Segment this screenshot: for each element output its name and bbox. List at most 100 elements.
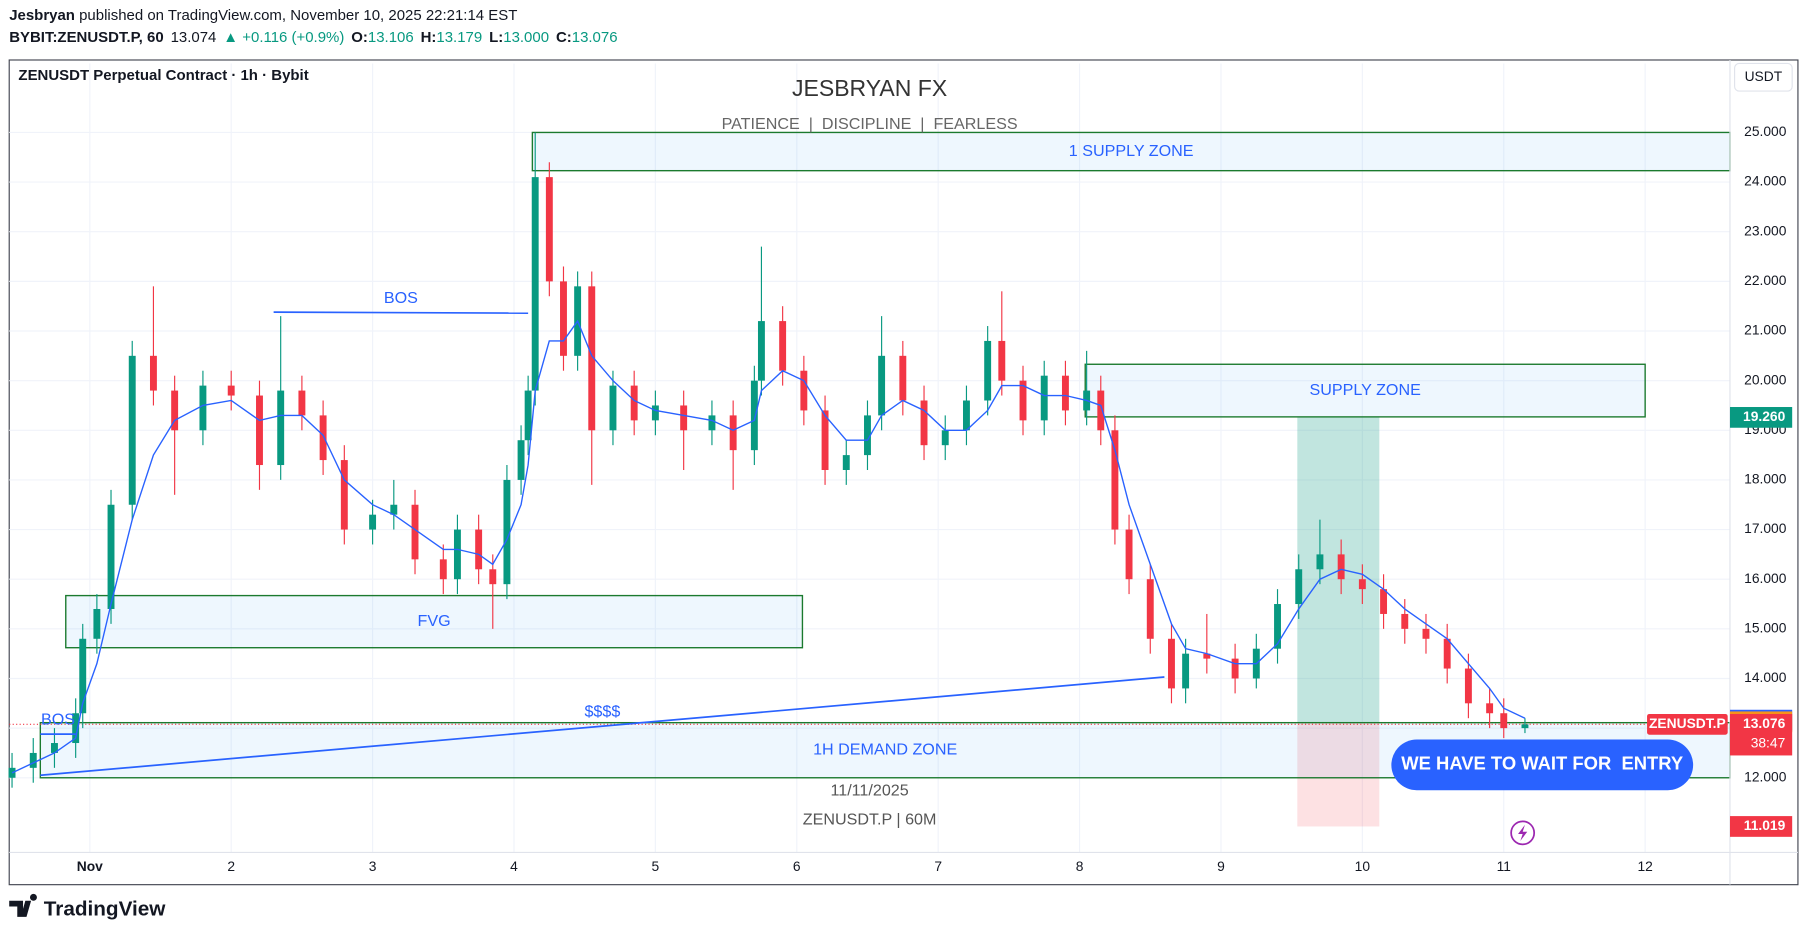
candle-body bbox=[489, 569, 497, 585]
candle-body bbox=[651, 405, 659, 421]
ohlc-value: 13.076 bbox=[572, 29, 618, 46]
ohlc-key: O: bbox=[351, 29, 368, 46]
candle-body bbox=[545, 177, 553, 282]
x-tick-label: 3 bbox=[369, 858, 377, 874]
candle-body bbox=[878, 355, 886, 416]
symbol-tag: ZENUSDT.P bbox=[1649, 715, 1726, 731]
zone-label: FVG bbox=[418, 612, 451, 630]
ohlc-value: 13.106 bbox=[368, 29, 414, 46]
x-tick-label: 12 bbox=[1637, 858, 1652, 874]
candle-body bbox=[72, 713, 80, 744]
currency[interactable]: USDT bbox=[1745, 68, 1783, 84]
x-tick-label: 2 bbox=[227, 858, 235, 874]
alert-icon[interactable] bbox=[1510, 820, 1536, 846]
candle-body bbox=[1111, 430, 1119, 530]
candle-body bbox=[369, 514, 377, 530]
candle-body bbox=[750, 380, 758, 451]
candle-body bbox=[1316, 554, 1324, 570]
candle-body bbox=[1040, 375, 1048, 421]
trend-line bbox=[273, 311, 529, 315]
x-tick-label: 4 bbox=[510, 858, 518, 874]
candle-body bbox=[107, 504, 115, 609]
y-tick-label: 16.000 bbox=[1744, 570, 1787, 586]
candle-body bbox=[1203, 653, 1211, 659]
y-tick-label: 20.000 bbox=[1744, 371, 1787, 387]
y-tick-label: 17.000 bbox=[1744, 520, 1787, 536]
line-label: BOS bbox=[41, 711, 75, 729]
y-tick-label: 18.000 bbox=[1744, 471, 1787, 487]
candle-body bbox=[319, 415, 327, 461]
candle-body bbox=[1231, 658, 1239, 679]
x-tick-label: 7 bbox=[934, 858, 942, 874]
candle-body bbox=[899, 355, 907, 401]
candle-body bbox=[227, 385, 235, 396]
candle-body bbox=[1168, 638, 1175, 689]
candle-body bbox=[453, 529, 461, 580]
zone-label: 1H DEMAND ZONE bbox=[813, 740, 957, 758]
trend-line bbox=[40, 676, 1165, 777]
y-tick-label: 14.000 bbox=[1744, 669, 1787, 685]
candle-body bbox=[821, 410, 829, 471]
candle-body bbox=[1146, 579, 1154, 639]
countdown: 38:47 bbox=[1751, 735, 1786, 751]
published: published on TradingView.com, November 1… bbox=[75, 7, 517, 24]
x-tick-label: 6 bbox=[793, 858, 801, 874]
candle-body bbox=[475, 529, 483, 570]
currency-button[interactable] bbox=[1734, 62, 1793, 92]
ohlc-value: 13.000 bbox=[503, 29, 549, 46]
candle-body bbox=[941, 430, 949, 446]
candle-body bbox=[199, 385, 207, 431]
candle-body bbox=[588, 286, 596, 431]
x-tick-label: Nov bbox=[77, 858, 103, 874]
candle-body bbox=[998, 340, 1006, 381]
symbol-line: BYBIT:ZENUSDT.P, 60 13.074 ▲ +0.116 (+0.9%… bbox=[9, 29, 617, 46]
candle-body bbox=[708, 415, 716, 431]
candle-body bbox=[729, 415, 737, 451]
candle-body bbox=[1097, 390, 1105, 431]
y-tick-label: 25.000 bbox=[1744, 123, 1787, 139]
candle-body bbox=[1358, 579, 1366, 590]
candle-body bbox=[524, 390, 532, 441]
candle-body bbox=[340, 460, 348, 530]
x-tick-label: 9 bbox=[1217, 858, 1225, 874]
watermark: ZENUSDT.P | 60M bbox=[803, 810, 937, 828]
x-tick-label: 5 bbox=[652, 858, 660, 874]
candle-body bbox=[984, 340, 992, 401]
line-label: BOS bbox=[384, 289, 418, 307]
stop-area bbox=[1297, 722, 1380, 827]
price-label: 11.019 bbox=[1744, 817, 1786, 833]
candle-body bbox=[79, 638, 87, 714]
last-price-label: 13.076 bbox=[1743, 715, 1786, 731]
candle-body bbox=[920, 400, 928, 446]
watermark: 11/11/2025 bbox=[830, 782, 908, 800]
zone bbox=[531, 131, 1731, 172]
zone bbox=[65, 594, 804, 649]
candle-body bbox=[680, 405, 688, 431]
last-price-box bbox=[1729, 713, 1793, 756]
symbol: BYBIT:ZENUSDT.P, 60 bbox=[9, 29, 163, 46]
candle-body bbox=[8, 767, 16, 778]
y-tick-label: 22.000 bbox=[1744, 272, 1787, 288]
candle-body bbox=[29, 752, 37, 768]
candle-body bbox=[757, 321, 765, 381]
candle-body bbox=[411, 504, 419, 560]
candle-body bbox=[531, 177, 539, 391]
last: 13.074 bbox=[171, 29, 217, 46]
chart-title: ZENUSDT Perpetual Contract · 1h · Bybit bbox=[18, 67, 308, 84]
candle-body bbox=[1182, 653, 1190, 689]
candle-body bbox=[128, 355, 136, 505]
price-label-box bbox=[1729, 407, 1793, 428]
watermark: JESBRYAN FX bbox=[792, 75, 947, 101]
candle-body bbox=[277, 390, 285, 466]
candle-body bbox=[630, 385, 638, 421]
watermark: PATIENCE | DISCIPLINE | FEARLESS bbox=[722, 115, 1018, 133]
ohlc-key: H: bbox=[421, 29, 437, 46]
candle-body bbox=[1401, 613, 1409, 629]
line-label: $$$$ bbox=[584, 703, 620, 721]
candle-body bbox=[1019, 380, 1027, 421]
alert-icon-bolt bbox=[1518, 824, 1528, 841]
publisher: Jesbryan bbox=[9, 7, 75, 24]
x-tick-label: 8 bbox=[1076, 858, 1084, 874]
